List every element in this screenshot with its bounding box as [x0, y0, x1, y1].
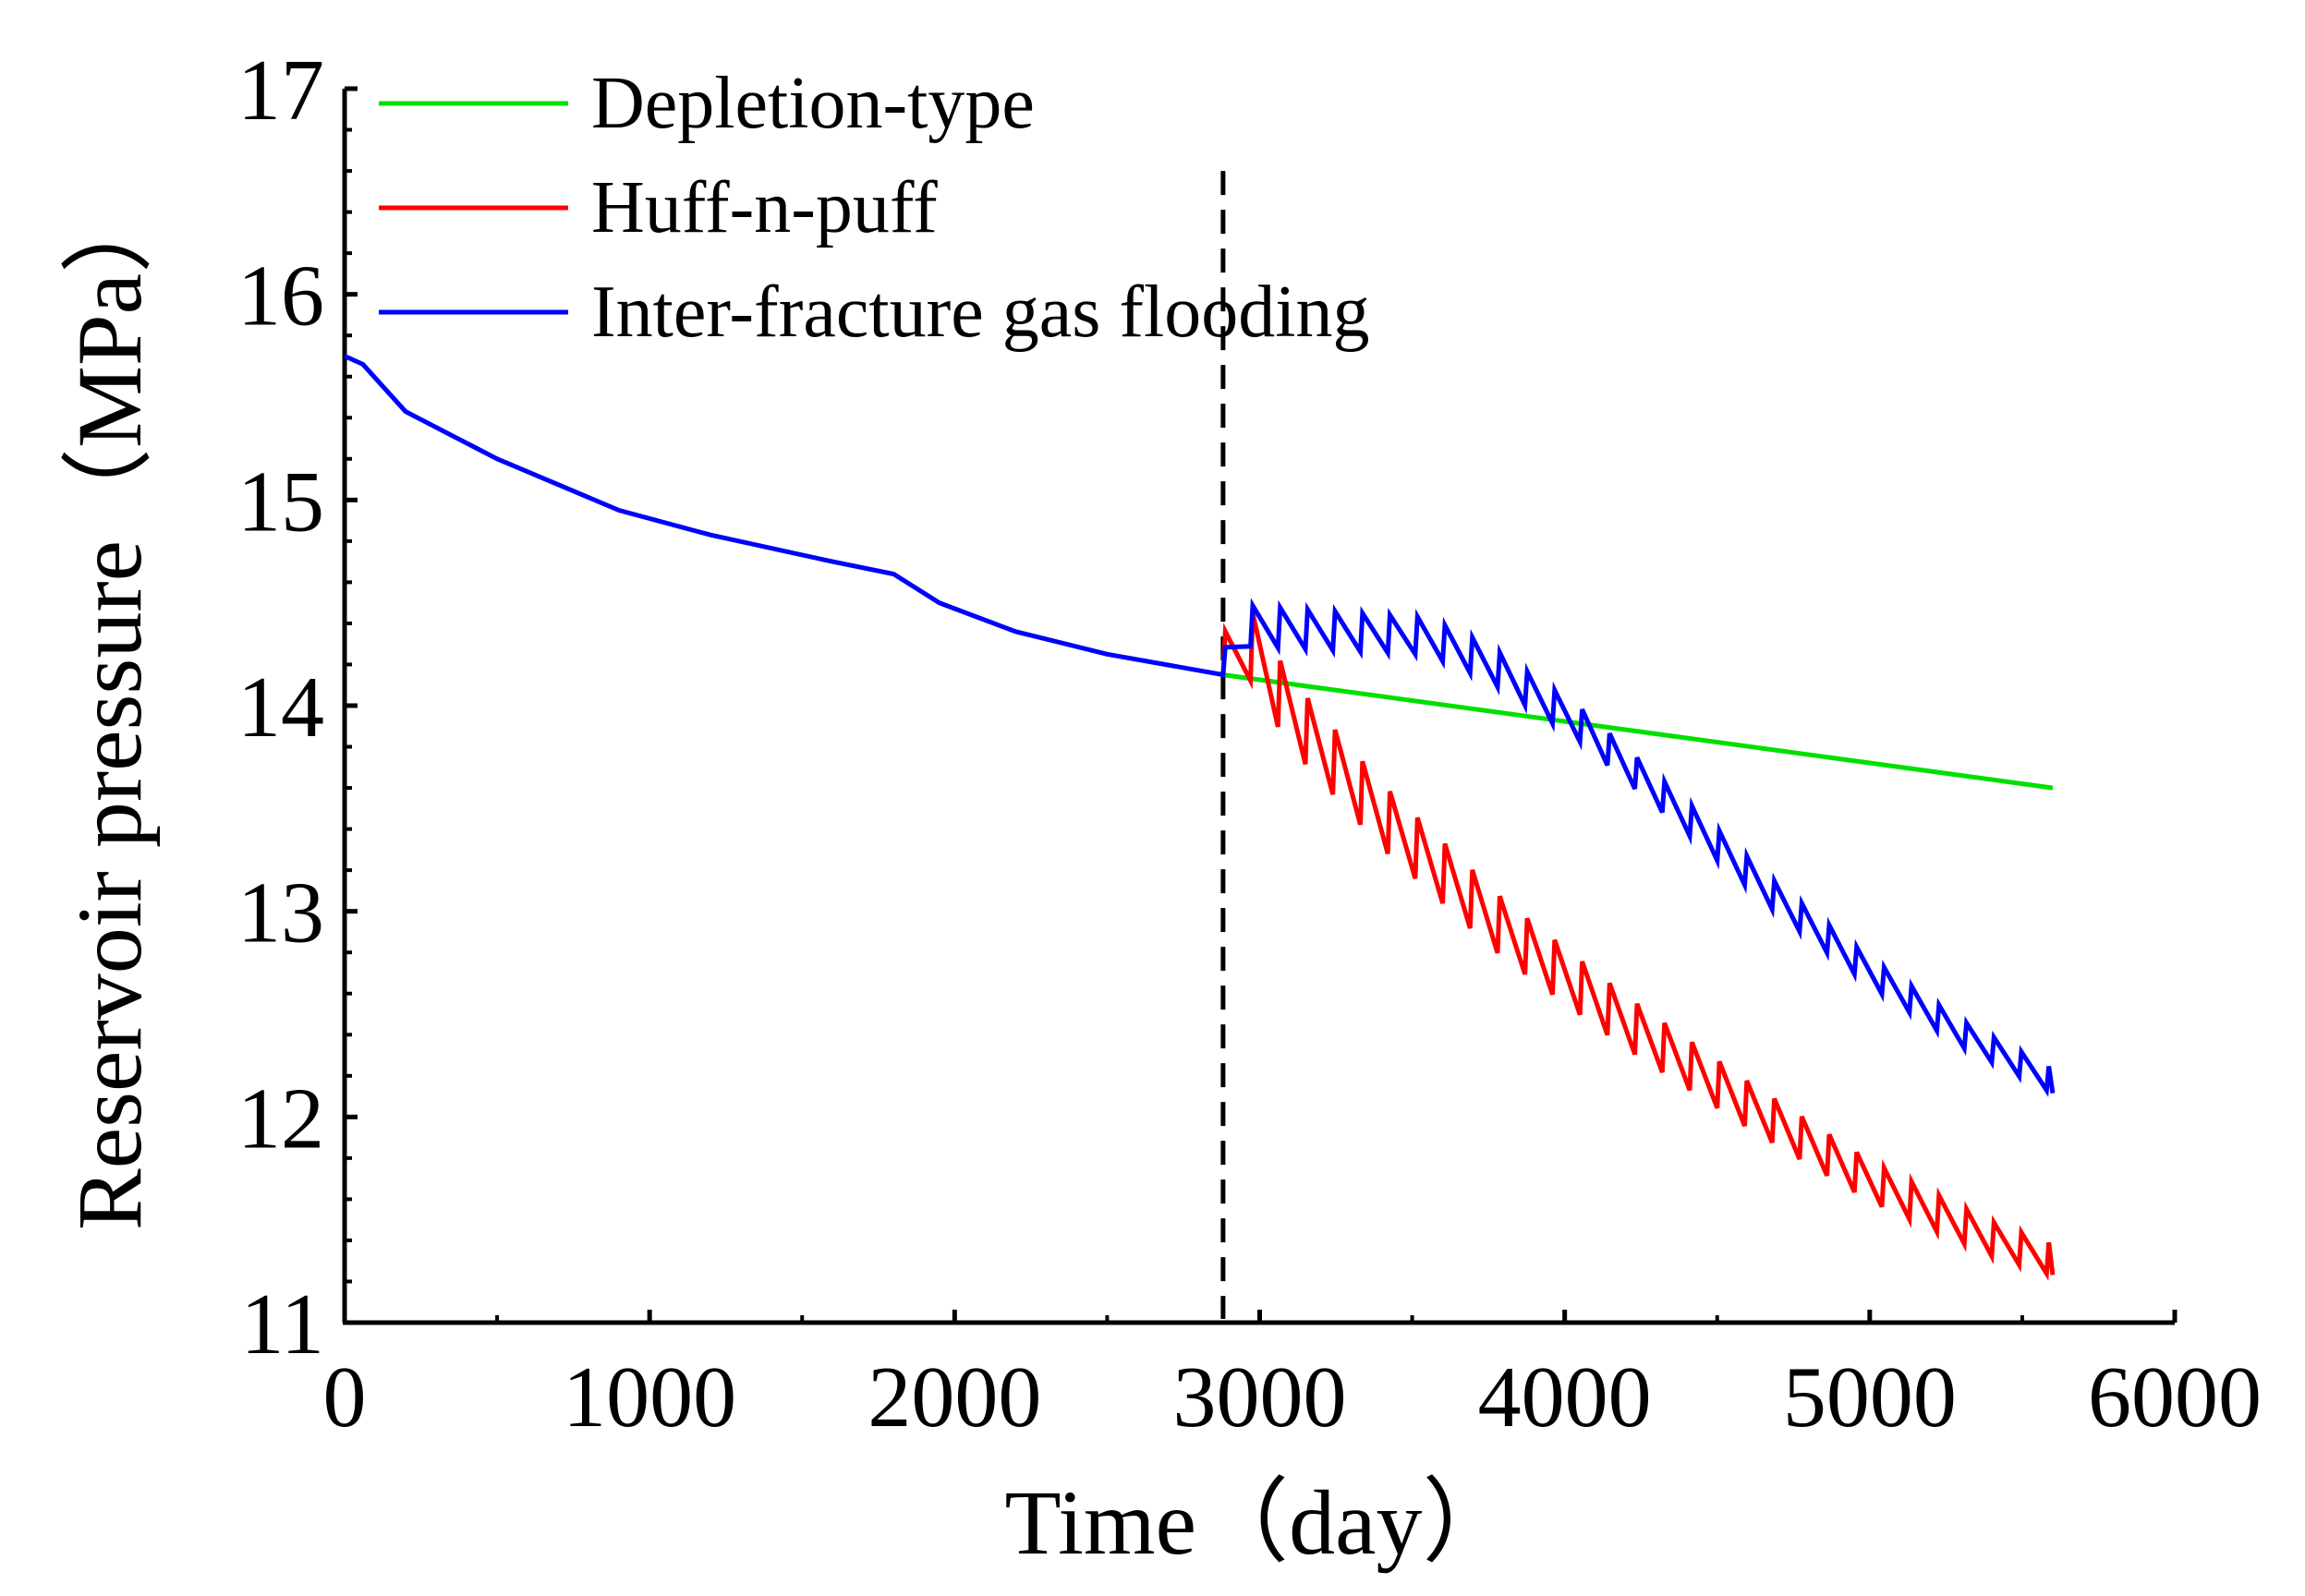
legend-label-inter-fracture-gas-flooding: Inter-fracture gas flooding: [591, 272, 1369, 353]
legend: Depletion-type Huff-n-puff Inter-fracture …: [379, 63, 1369, 353]
y-tick-label: 17: [237, 42, 324, 139]
x-tick-label: 4000: [1478, 1349, 1652, 1445]
x-tick-label: 5000: [1783, 1349, 1957, 1445]
y-axis-title: Reservoir pressure（MPa）: [58, 181, 161, 1230]
y-tick-label: 12: [237, 1070, 324, 1167]
y-tick-label: 11: [240, 1276, 324, 1372]
y-tick-label: 14: [237, 659, 324, 756]
ticks: [342, 86, 2178, 1325]
legend-label-huff-n-puff: Huff-n-puff: [591, 167, 938, 248]
legend-label-depletion-type: Depletion-type: [591, 63, 1035, 144]
y-tick-label: 15: [237, 453, 324, 550]
series-line-huff-n-puff: [1220, 612, 2056, 1281]
series-lines: [343, 171, 2056, 1319]
x-tick-label: 6000: [2088, 1349, 2262, 1445]
series-line-depletion-type: [1222, 672, 2054, 791]
x-axis-title: Time（day）: [1005, 1471, 1515, 1574]
x-tick-label: 1000: [563, 1349, 736, 1445]
series-line-inter-fracture-gas-flooding: [343, 354, 2056, 1097]
x-tick-label: 2000: [867, 1349, 1041, 1445]
x-tick-label: 0: [323, 1349, 367, 1445]
x-tick-label: 3000: [1173, 1349, 1347, 1445]
y-tick-label: 13: [237, 865, 324, 961]
y-tick-label: 16: [237, 248, 324, 345]
tick-labels: 11 12 13 14 15 16 17 0 1000 2000 3000 4000 5000 6000: [237, 42, 2262, 1445]
